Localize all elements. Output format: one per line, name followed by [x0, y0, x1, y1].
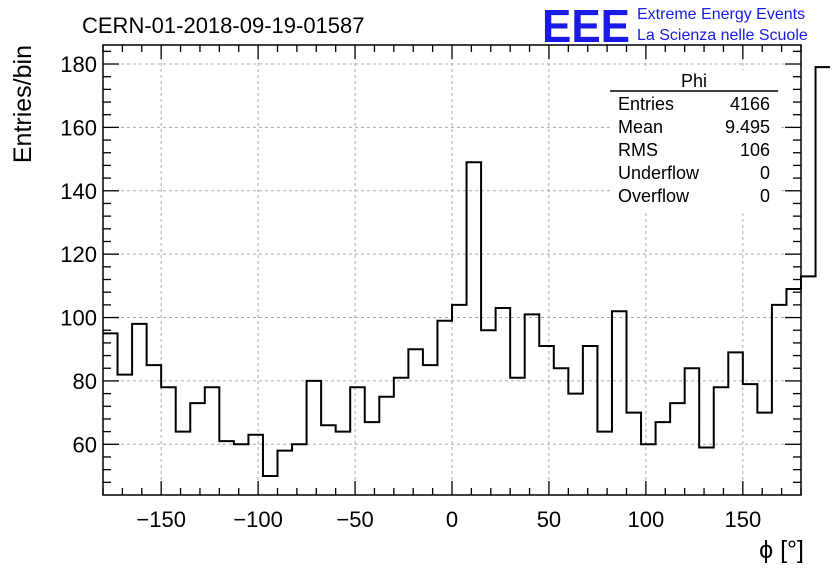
histogram-bin: [190, 403, 205, 495]
stats-label-rms: RMS: [618, 140, 658, 160]
histogram-bin: [801, 276, 816, 495]
histogram-bin: [394, 378, 409, 495]
x-tick-label: 150: [724, 507, 761, 532]
histogram-bin: [452, 305, 467, 495]
histogram-bin: [699, 447, 714, 495]
histogram-bin: [772, 305, 787, 495]
stats-box: Phi Entries 4166 Mean 9.495 RMS 106 Unde…: [610, 70, 778, 210]
stats-value-mean: 9.495: [725, 117, 770, 137]
histogram-bin: [408, 349, 423, 495]
run-title: CERN-01-2018-09-19-01587: [82, 13, 365, 38]
histogram-bin: [612, 311, 627, 495]
histogram-bin: [103, 333, 118, 495]
histogram-bin: [641, 444, 656, 495]
histogram-bin: [568, 394, 583, 495]
stats-box-title: Phi: [681, 71, 707, 91]
histogram-bin: [118, 375, 133, 495]
histogram-bin: [176, 432, 191, 495]
histogram-bin: [597, 432, 612, 495]
histogram-bin: [379, 397, 394, 495]
eee-logo-line1: Extreme Energy Events: [637, 6, 805, 23]
eee-logo: EEE Extreme Energy Events La Scienza nel…: [542, 0, 808, 52]
x-tick-label: −100: [233, 507, 283, 532]
eee-logo-mark: EEE: [542, 0, 630, 52]
histogram-bin: [336, 432, 351, 495]
histogram-bin: [365, 422, 380, 495]
histogram-bin: [481, 330, 496, 495]
histogram-bin: [714, 387, 729, 495]
histogram-bin: [263, 476, 278, 495]
histogram-bin: [219, 441, 234, 495]
histogram-bin: [539, 346, 554, 495]
histogram-bin: [583, 346, 598, 495]
y-axis-title: Entries/bin: [9, 45, 37, 163]
axes: −150 −100 −50 0 50 100 150 60 80 100 120 140 160 180: [60, 44, 802, 532]
histogram-bin: [321, 425, 336, 495]
y-tick-label: 120: [60, 242, 97, 267]
y-tick-label: 140: [60, 179, 97, 204]
histogram-bin: [307, 381, 322, 495]
histogram-bin: [350, 387, 365, 495]
y-tick-label: 60: [73, 432, 97, 457]
histogram-bin: [816, 67, 831, 495]
histogram-bin: [728, 352, 743, 495]
eee-logo-line2: La Scienza nelle Scuole: [637, 27, 808, 44]
x-tick-label: 0: [446, 507, 458, 532]
x-tick-label: 100: [628, 507, 665, 532]
histogram-bin: [496, 308, 511, 495]
y-tick-label: 160: [60, 115, 97, 140]
histogram-bin: [205, 387, 220, 495]
x-tick-label: −50: [336, 507, 373, 532]
histogram-bin: [670, 403, 685, 495]
histogram-bin: [510, 378, 525, 495]
stats-label-underflow: Underflow: [618, 163, 700, 183]
histogram-bin: [423, 365, 438, 495]
histogram-bin: [554, 368, 569, 495]
histogram-bin: [234, 444, 249, 495]
histogram-bin: [292, 444, 307, 495]
histogram-bin: [685, 368, 700, 495]
histogram-bin: [786, 289, 801, 495]
histogram-bin: [278, 451, 293, 495]
stats-value-rms: 106: [740, 140, 770, 160]
histogram-bin: [525, 314, 540, 495]
histogram-bin: [147, 365, 162, 495]
stats-label-mean: Mean: [618, 117, 663, 137]
histogram-bin: [161, 387, 176, 495]
stats-value-overflow: 0: [760, 186, 770, 206]
histogram-bin: [248, 435, 263, 495]
y-tick-label: 80: [73, 369, 97, 394]
x-axis-title: ϕ [°]: [759, 536, 804, 564]
histogram-series: [103, 66, 831, 495]
y-tick-label: 100: [60, 306, 97, 331]
stats-label-overflow: Overflow: [618, 186, 690, 206]
stats-box-background: [610, 70, 778, 210]
stats-value-underflow: 0: [760, 163, 770, 183]
histogram-bin: [627, 413, 642, 495]
histogram-bin: [656, 422, 671, 495]
histogram-bin: [437, 321, 452, 495]
histogram-bin: [743, 384, 758, 495]
histogram-bin: [132, 324, 147, 495]
x-tick-label: −150: [136, 507, 186, 532]
histogram-bin: [757, 413, 772, 495]
stats-value-entries: 4166: [730, 94, 770, 114]
x-tick-label: 50: [537, 507, 561, 532]
y-tick-label: 180: [60, 52, 97, 77]
histogram-bin: [467, 162, 482, 495]
stats-label-entries: Entries: [618, 94, 674, 114]
histogram-outline: [103, 66, 831, 477]
